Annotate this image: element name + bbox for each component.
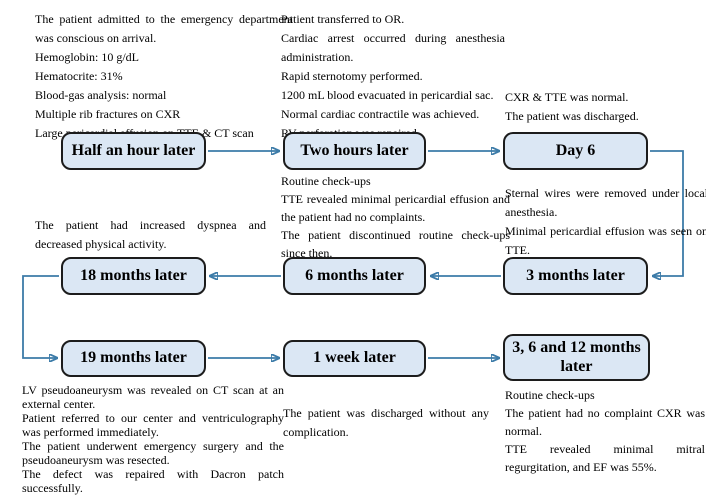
note-line: The patient was discharged without any c… [283, 406, 489, 439]
note-line: Normal cardiac contractile was achieved. [281, 107, 480, 121]
note-line: Patient transferred to OR. [281, 12, 405, 26]
timeline-box-label: Day 6 [555, 141, 596, 159]
timeline-box-19-months: 19 months later [61, 340, 206, 377]
note-sternal-wires: Sternal wires were removed under local a… [505, 184, 706, 260]
note-line: CXR & TTE was normal. [505, 90, 629, 104]
note-line: Sternal wires were removed under local a… [505, 186, 706, 219]
timeline-box-3-6-12-months: 3, 6 and 12 months later [503, 334, 650, 381]
timeline-box-label: 19 months later [80, 349, 187, 367]
note-line: Cardiac arrest occurred during anesthesi… [281, 31, 505, 64]
note-line: Minimal pericardial effusion was seen on… [505, 224, 706, 257]
timeline-box-1-week: 1 week later [283, 340, 426, 377]
timeline-box-label: Half an hour later [71, 141, 196, 159]
note-line: Routine check-ups [281, 174, 371, 188]
timeline-box-label: 1 week later [313, 349, 396, 367]
timeline-box-18-months: 18 months later [61, 257, 206, 295]
note-line: The defect was repaired with Dacron patc… [22, 467, 284, 495]
timeline-box-label: 3, 6 and 12 months later [512, 339, 641, 375]
note-line: 1200 mL blood evacuated in pericardial s… [281, 88, 494, 102]
timeline-box-3-months: 3 months later [503, 257, 648, 295]
note-line: Patient referred to our center and ventr… [22, 411, 284, 439]
timeline-box-half-hour: Half an hour later [61, 132, 206, 170]
note-line: TTE revealed minimal pericardial effusio… [281, 192, 510, 224]
timeline-box-day6: Day 6 [503, 132, 648, 170]
note-line: Hemoglobin: 10 g/dL [35, 50, 139, 64]
timeline-box-label: Two hours later [300, 141, 409, 159]
note-routine-final: Routine check-ups The patient had no com… [505, 386, 705, 476]
note-line: The patient admitted to the emergency de… [35, 12, 293, 45]
note-discharge-day6: CXR & TTE was normal. The patient was di… [505, 88, 705, 126]
note-operation: Patient transferred to OR. Cardiac arres… [281, 10, 505, 143]
note-pseudoaneurysm: LV pseudoaneurysm was revealed on CT sca… [22, 383, 284, 495]
arrow-18-months-to-19-months [22, 275, 59, 358]
note-line: LV pseudoaneurysm was revealed on CT sca… [22, 383, 284, 411]
note-line: TTE revealed minimal mitral regurgitatio… [505, 442, 705, 474]
note-line: Routine check-ups [505, 388, 595, 402]
timeline-box-label: 18 months later [80, 266, 187, 284]
timeline-box-label: 3 months later [526, 266, 625, 284]
timeline-box-6-months: 6 months later [283, 257, 426, 295]
note-line: The patient was discharged. [505, 109, 639, 123]
timeline-box-two-hours: Two hours later [283, 132, 426, 170]
note-discharge-final: The patient was discharged without any c… [283, 404, 489, 442]
note-line: The patient had increased dyspnea and de… [35, 218, 266, 251]
note-line: Blood-gas analysis: normal [35, 88, 167, 102]
note-checkups-6m: Routine check-ups TTE revealed minimal p… [281, 172, 510, 262]
note-admission: The patient admitted to the emergency de… [35, 10, 293, 143]
timeline-box-label: 6 months later [305, 266, 404, 284]
note-line: The patient underwent emergency surgery … [22, 439, 284, 467]
note-dyspnea: The patient had increased dyspnea and de… [35, 216, 266, 254]
note-line: Multiple rib fractures on CXR [35, 107, 181, 121]
note-line: The patient had no complaint CXR was nor… [505, 406, 705, 438]
note-line: Hematocrite: 31% [35, 69, 123, 83]
note-line: Rapid sternotomy performed. [281, 69, 423, 83]
note-line: The patient discontinued routine check-u… [281, 228, 510, 260]
